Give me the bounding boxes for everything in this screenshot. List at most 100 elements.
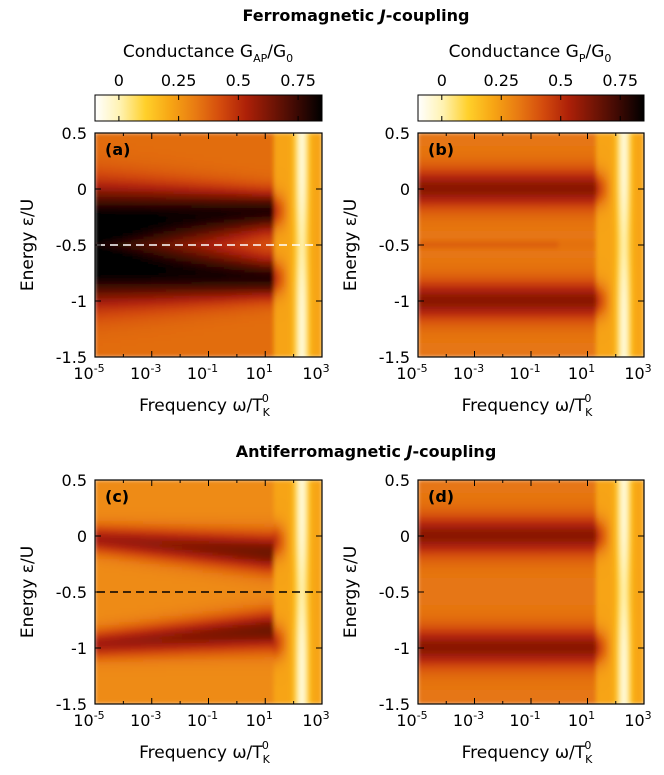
heatmap-cell xyxy=(223,309,227,313)
heatmap-cell xyxy=(132,216,136,221)
heatmap-cell xyxy=(99,325,104,330)
heatmap-cell xyxy=(170,348,174,352)
heatmap-cell xyxy=(230,133,235,137)
heatmap-cell xyxy=(200,311,204,316)
heatmap-cell xyxy=(205,244,209,249)
heatmap-cell xyxy=(107,314,111,319)
heatmap-cell xyxy=(205,323,209,327)
heatmap-cell xyxy=(97,171,101,176)
heatmap-cell xyxy=(119,289,124,294)
heatmap-cell xyxy=(109,334,114,338)
heatmap-cell xyxy=(160,264,164,268)
heatmap-cell xyxy=(225,325,230,330)
heatmap-cell xyxy=(238,323,242,327)
heatmap-cell xyxy=(109,141,114,145)
heatmap-cell xyxy=(147,255,151,260)
heatmap-cell xyxy=(210,286,215,291)
heatmap-cell xyxy=(142,185,146,190)
heatmap-cell xyxy=(157,300,162,305)
heatmap-cell xyxy=(119,283,124,288)
heatmap-cell xyxy=(180,236,184,240)
heatmap-cell xyxy=(132,247,136,252)
heatmap-cell xyxy=(99,258,104,263)
heatmap-cell xyxy=(142,211,146,215)
heatmap-cell xyxy=(137,255,141,260)
heatmap-cell xyxy=(162,261,167,266)
heatmap-cell xyxy=(248,309,252,313)
heatmap-cell xyxy=(182,353,187,357)
heatmap-cell xyxy=(114,272,119,277)
heatmap-cell xyxy=(228,233,232,238)
heatmap-cell xyxy=(198,323,202,327)
heatmap-cell xyxy=(104,222,109,226)
heatmap-cell xyxy=(165,160,169,165)
heatmap-cell xyxy=(99,188,104,193)
heatmap-cell xyxy=(132,320,136,324)
heatmap-cell xyxy=(175,269,179,274)
heatmap-cell xyxy=(235,191,240,196)
heatmap-cell xyxy=(109,247,114,252)
heatmap-cell xyxy=(119,292,124,296)
heatmap-cell xyxy=(213,174,217,179)
heatmap-cell xyxy=(200,278,204,282)
heatmap-cell xyxy=(215,317,220,322)
heatmap-cell xyxy=(235,225,240,229)
heatmap-cell xyxy=(248,225,252,229)
heatmap-cell xyxy=(107,342,111,347)
heatmap-cell xyxy=(180,163,184,168)
heatmap-cell xyxy=(246,202,250,207)
heatmap-cell xyxy=(198,202,202,207)
heatmap-cell xyxy=(124,339,129,344)
heatmap-cell xyxy=(185,292,189,296)
heatmap-cell xyxy=(208,275,212,280)
heatmap-cell xyxy=(193,258,197,263)
heatmap-cell xyxy=(177,239,182,243)
heatmap-cell xyxy=(155,255,159,260)
heatmap-cell xyxy=(135,143,139,148)
heatmap-cell xyxy=(122,143,126,148)
heatmap-cell xyxy=(188,297,192,302)
heatmap-cell xyxy=(130,197,134,201)
heatmap-cell xyxy=(130,143,134,148)
heatmap-cell xyxy=(220,197,225,201)
heatmap-cell xyxy=(140,194,144,198)
heatmap-cell xyxy=(248,143,252,148)
heatmap-cell xyxy=(172,233,177,238)
heatmap-cell xyxy=(112,197,116,201)
heatmap-cell xyxy=(152,205,157,210)
heatmap-cell xyxy=(215,236,220,240)
heatmap-cell xyxy=(147,320,151,324)
heatmap-cell xyxy=(238,149,242,154)
heatmap-cell xyxy=(167,250,172,254)
heatmap-cell xyxy=(240,197,245,201)
heatmap-cell xyxy=(142,250,146,254)
heatmap-cell xyxy=(107,339,111,344)
heatmap-cell xyxy=(99,323,104,327)
heatmap-cell xyxy=(97,334,101,338)
heatmap-cell xyxy=(230,297,235,302)
heatmap-cell xyxy=(240,309,245,313)
heatmap-cell xyxy=(104,211,109,215)
heatmap-cell xyxy=(218,269,222,274)
heatmap-cell xyxy=(230,337,235,341)
heatmap-cell xyxy=(160,202,164,207)
heatmap-cell xyxy=(215,216,220,221)
heatmap-cell xyxy=(177,267,182,271)
heatmap-cell xyxy=(135,351,139,355)
heatmap-cell xyxy=(243,283,247,288)
heatmap-cell xyxy=(152,166,157,170)
heatmap-cell xyxy=(157,278,162,282)
heatmap-cell xyxy=(152,222,157,226)
heatmap-cell xyxy=(213,281,217,285)
heatmap-cell xyxy=(198,233,202,238)
heatmap-cell xyxy=(175,331,179,336)
heatmap-cell xyxy=(208,269,212,274)
heatmap-cell xyxy=(152,325,157,330)
heatmap-cell xyxy=(127,331,131,336)
heatmap-cell xyxy=(190,320,194,324)
heatmap-cell xyxy=(172,171,177,176)
heatmap-cell xyxy=(220,199,225,204)
heatmap-cell xyxy=(195,253,199,257)
heatmap-cell xyxy=(210,166,215,170)
heatmap-cell xyxy=(205,295,209,299)
